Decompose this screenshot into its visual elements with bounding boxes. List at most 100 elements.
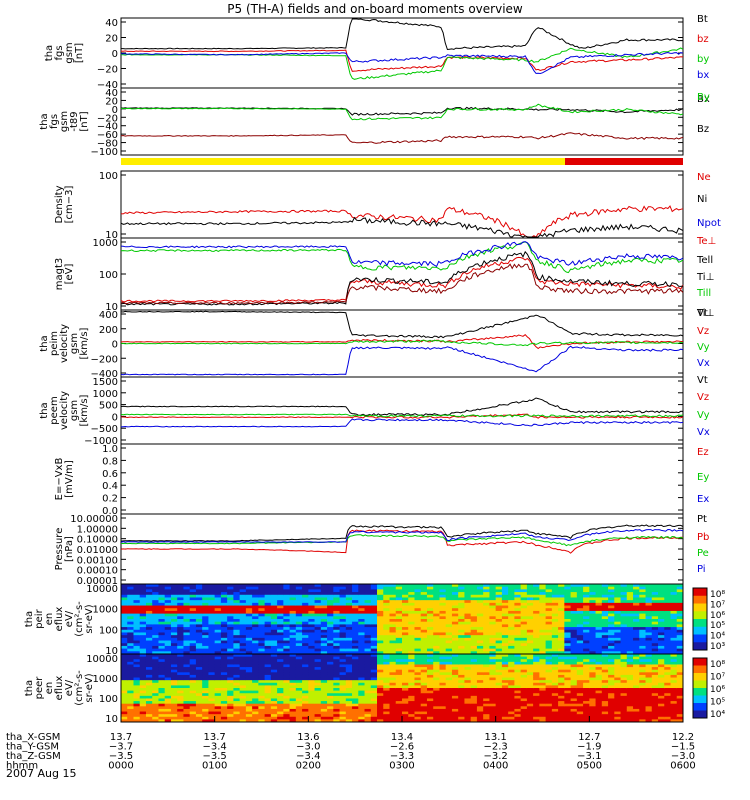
spectrogram-cell — [295, 664, 303, 668]
spectrogram-cell — [121, 637, 128, 642]
spectrogram-cell — [252, 682, 259, 686]
spectrogram-cell — [358, 637, 366, 642]
spectrogram-cell — [601, 586, 609, 590]
spectrogram-cell — [533, 719, 540, 723]
spectrogram-cell — [658, 640, 665, 644]
spectrogram-cell — [508, 619, 515, 623]
spectrogram-cell — [489, 698, 497, 702]
spectrogram-cell — [420, 703, 428, 707]
series-Vy — [120, 413, 684, 418]
spectrogram-cell — [333, 584, 341, 588]
spectrogram-cell — [420, 645, 428, 650]
spectrogram-cell — [389, 693, 397, 697]
spectrogram-cell — [352, 640, 359, 644]
spectrogram-cell — [458, 602, 465, 607]
spectrogram-cell — [270, 703, 278, 707]
spectrogram-cell — [245, 640, 253, 644]
spectrogram-cell — [483, 714, 490, 718]
spectrogram-cell — [314, 605, 322, 609]
spectrogram-cell — [651, 714, 659, 718]
spectrogram-cell — [345, 605, 353, 609]
spectrogram-cell — [283, 605, 291, 609]
spectrogram-cell — [620, 600, 628, 604]
spectrogram-cell — [333, 695, 341, 699]
spectrogram-cell — [583, 605, 590, 609]
spectrogram-cell — [320, 706, 328, 710]
spectrogram-cell — [145, 708, 153, 713]
spectrogram-cell — [614, 624, 622, 628]
spectrogram-cell — [327, 654, 334, 658]
spectrogram-cell — [152, 688, 159, 692]
spectrogram-cell — [277, 706, 284, 710]
spectrogram-cell — [576, 674, 584, 679]
spectrogram-cell — [608, 597, 615, 601]
spectrogram-cell — [458, 672, 465, 676]
spectrogram-cell — [320, 674, 328, 679]
spectrogram-cell — [420, 690, 428, 694]
spectrogram-cell — [220, 711, 228, 715]
spectrogram-cell — [164, 594, 172, 598]
spectrogram-cell — [420, 589, 428, 593]
spectrogram-cell — [533, 602, 540, 607]
spectrogram-cell — [377, 661, 384, 665]
spectrogram-cell — [258, 637, 266, 642]
spectrogram-cell — [608, 664, 615, 668]
spectrogram-cell — [252, 600, 259, 604]
spectrogram-cell — [633, 602, 640, 607]
spectrogram-cell — [270, 706, 278, 710]
spectrogram-cell — [533, 648, 540, 652]
spectrogram-cell — [470, 597, 478, 601]
spectrogram-cell — [514, 608, 522, 612]
ytick-label: 1.0 — [102, 444, 118, 455]
spectrogram-cell — [270, 711, 278, 715]
spectrogram-cell — [420, 629, 428, 633]
spectrogram-cell — [514, 640, 522, 644]
spectrogram-cell — [189, 637, 197, 642]
spectrogram-cell — [302, 627, 309, 631]
spectrogram-cell — [139, 619, 147, 623]
spectrogram-cell — [595, 688, 603, 692]
spectrogram-cell — [170, 637, 178, 642]
spectrogram-cell — [589, 608, 597, 612]
spectrogram-cell — [320, 592, 328, 596]
spectrogram-cell — [389, 627, 397, 631]
spectrogram-cell — [608, 613, 615, 617]
spectrogram-cell — [583, 610, 590, 615]
spectrogram-cell — [514, 693, 522, 697]
spectrogram-cell — [402, 661, 409, 665]
spectrogram-cell — [202, 674, 209, 679]
spectrogram-cell — [270, 640, 278, 644]
spectrogram-cell — [389, 682, 397, 686]
spectrogram-cell — [633, 594, 640, 598]
ylabel-line: [nPa] — [64, 536, 75, 562]
spectrogram-cell — [483, 584, 490, 588]
spectrogram-cell — [189, 589, 197, 593]
spectrogram-cell — [377, 610, 384, 615]
spectrogram-cell — [127, 619, 134, 623]
spectrogram-cell — [664, 706, 672, 710]
spectrogram-cell — [339, 627, 347, 631]
spectrogram-cell — [258, 667, 266, 671]
spectrogram-cell — [651, 586, 659, 590]
spectrogram-cell — [121, 589, 128, 593]
spectrogram-cell — [264, 629, 272, 633]
spectrogram-cell — [520, 672, 528, 676]
spectrogram-cell — [551, 690, 559, 694]
spectrogram-cell — [320, 667, 328, 671]
spectrogram-cell — [520, 654, 528, 658]
spectrogram-cell — [464, 605, 472, 609]
spectrogram-cell — [489, 629, 497, 633]
spectrogram-cell — [208, 706, 216, 710]
spectrogram-cell — [576, 605, 584, 609]
spectrogram-cell — [227, 685, 234, 689]
spectrogram-cell — [495, 659, 503, 663]
spectrogram-cell — [564, 708, 572, 713]
spectrogram-cell — [377, 716, 384, 720]
spectrogram-cell — [308, 640, 316, 644]
spectrogram-cell — [164, 674, 172, 679]
spectrogram-cell — [189, 685, 197, 689]
spectrogram-cell — [576, 616, 584, 620]
spectrogram-cell — [476, 640, 484, 644]
spectrogram-cell — [214, 667, 222, 671]
spectrogram-cell — [164, 589, 172, 593]
